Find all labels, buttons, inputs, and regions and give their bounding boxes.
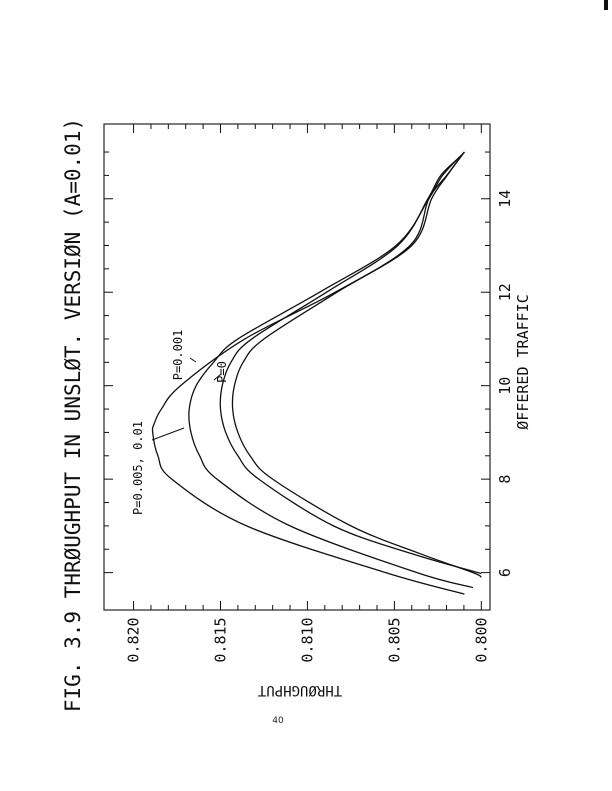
series-line-1 [188,151,474,589]
annotation-leader [151,427,185,441]
annotation-leader [213,373,222,381]
labels: 6 8 10 12 14 0.800 0.805 0.810 0.815 0.820 ØFFERED… [61,118,532,712]
annotation-label: P=0.001 [171,330,185,381]
chart-title: FIG. 3.9 THRØUGHPUT IN UNSLØT. VERSIØN (… [61,118,85,712]
curves [151,151,482,595]
scan-edge-mark [604,0,608,10]
x-tick-label: 12 [496,283,514,301]
series-line-2 [219,156,482,575]
x-tick-label: 10 [496,377,514,395]
annotation-label: P=0 [215,361,229,383]
annotation-leader [189,357,197,363]
y-tick-label: 0.800 [472,617,490,662]
x-tick-label: 14 [496,190,514,208]
y-tick-label: 0.815 [211,617,229,662]
x-tick-label: 6 [496,568,514,577]
y-tick-label: 0.820 [125,617,143,662]
plot-border [103,123,491,611]
axis-ticks [104,124,490,610]
plot-frame [103,123,491,611]
series-line-0 [151,151,465,595]
annotation-label: P=0.005, 0.01 [131,421,145,515]
page-number: 40 [272,716,284,726]
y-axis-label: THRØUGHPUT [257,682,342,698]
series-line-3 [231,153,482,578]
x-axis-label: ØFFERED TRAFFIC [514,294,532,429]
y-tick-label: 0.810 [298,617,316,662]
x-tick-label: 8 [496,475,514,484]
y-tick-label: 0.805 [385,617,403,662]
